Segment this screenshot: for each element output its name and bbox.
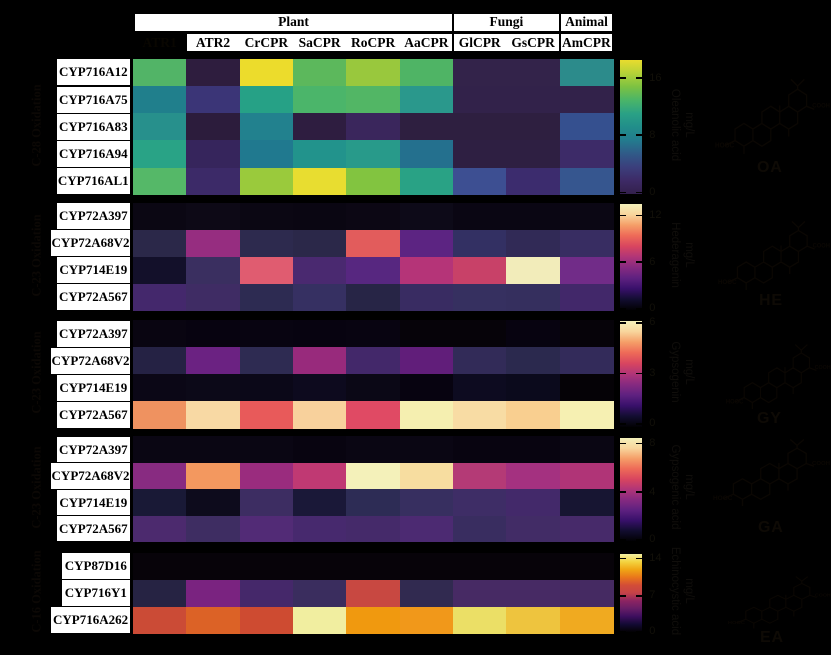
svg-text:HOOC: HOOC <box>718 279 737 286</box>
svg-text:HOOC: HOOC <box>713 495 733 502</box>
svg-text:HOOC: HOOC <box>728 620 745 626</box>
svg-text:COOH: COOH <box>812 102 830 109</box>
svg-text:HOOC: HOOC <box>715 142 734 149</box>
svg-text:COOH: COOH <box>812 461 830 467</box>
svg-text:COOH: COOH <box>815 365 831 371</box>
svg-text:HOOC: HOOC <box>726 399 744 405</box>
svg-text:COOH: COOH <box>813 243 830 249</box>
svg-text:COOH: COOH <box>815 593 831 599</box>
